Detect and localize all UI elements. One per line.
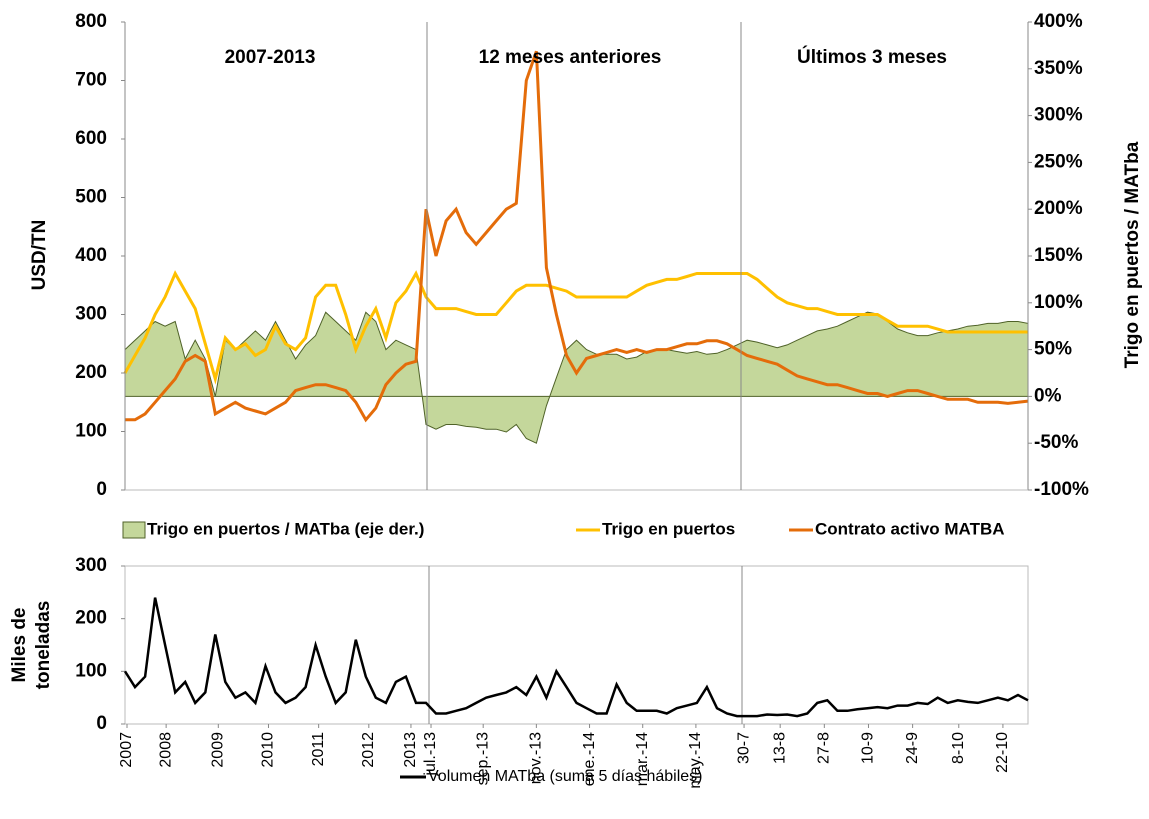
y2-tick-label: -100% (1034, 479, 1089, 500)
x-tick-label: 22-10 (994, 732, 1011, 773)
y-tick-label: 300 (75, 555, 107, 576)
x-tick-label: 2009 (210, 732, 227, 768)
annotation: 12 meses anteriores (479, 47, 662, 68)
x-tick-label: jul.-13 (422, 732, 439, 777)
y2-tick-label: 250% (1034, 151, 1083, 172)
y-axis-title-line: toneladas (33, 601, 54, 690)
x-tick-label: 13-8 (771, 732, 788, 764)
x-tick-label: 24-9 (904, 732, 921, 764)
legend-label: Trigo en puertos / MATba (eje der.) (147, 519, 424, 538)
x-tick-label: sep.-13 (474, 732, 491, 785)
line (125, 50, 1029, 423)
y-tick-label: 100 (75, 660, 107, 681)
y-tick-label: 600 (75, 128, 107, 149)
legend-swatch (122, 521, 146, 539)
legend-label: Contrato activo MATBA (815, 519, 1005, 538)
area (124, 311, 1029, 444)
y2-tick-label: -50% (1034, 432, 1078, 453)
x-tick-label: nov.-13 (528, 732, 545, 784)
y-axis-title: Miles de toneladas (9, 601, 54, 690)
y-tick-label: 0 (96, 479, 107, 500)
x-tick-label: 2012 (360, 732, 377, 768)
x-tick-label: 2011 (310, 732, 327, 767)
x-tick-label: mar.-14 (634, 732, 651, 786)
y-tick-label: 400 (75, 245, 107, 266)
y2-tick-label: 200% (1034, 198, 1083, 219)
y2-tick-label: 300% (1034, 105, 1083, 126)
y2-tick-label: 400% (1034, 11, 1083, 32)
y-axis-title: USD/TN (29, 220, 50, 291)
x-tick-label: 2008 (157, 732, 174, 768)
x-tick-label: 10-9 (860, 732, 877, 764)
y-tick-label: 200 (75, 362, 107, 383)
legend-label: Volumen MATba (suma 5 días hábiles) (428, 768, 703, 785)
x-tick-label: 2013 (402, 732, 419, 768)
x-tick-label: 30-7 (735, 732, 752, 764)
y-tick-label: 200 (75, 608, 107, 629)
y2-tick-label: 50% (1034, 339, 1072, 360)
x-tick-label: 2007 (118, 732, 135, 768)
x-tick-label: ene.-14 (581, 732, 598, 786)
y-tick-label: 100 (75, 421, 107, 442)
annotation: 2007-2013 (225, 47, 316, 68)
x-tick-label: 2010 (260, 732, 277, 768)
y2-tick-label: 150% (1034, 245, 1083, 266)
y2-tick-label: 350% (1034, 58, 1083, 79)
y-axis-title-line: Miles de (9, 608, 30, 683)
y2-tick-label: 100% (1034, 292, 1083, 313)
plot-frame (124, 565, 1029, 725)
y2-tick-label: 0% (1034, 385, 1062, 406)
legend-label: Trigo en puertos (602, 519, 735, 538)
y-tick-label: 700 (75, 70, 107, 91)
x-tick-label: may.-14 (687, 732, 704, 789)
line (123, 270, 1028, 385)
y-tick-label: 300 (75, 304, 107, 325)
y-tick-label: 500 (75, 187, 107, 208)
x-tick-label: 8-10 (950, 732, 967, 764)
y-tick-label: 0 (96, 713, 107, 734)
y2-axis-title: Trigo en puertos / MATba (1122, 141, 1143, 368)
x-tick-label: 27-8 (816, 732, 833, 764)
line (123, 597, 1029, 718)
annotation: Últimos 3 meses (797, 46, 947, 68)
y-tick-label: 800 (75, 11, 107, 32)
